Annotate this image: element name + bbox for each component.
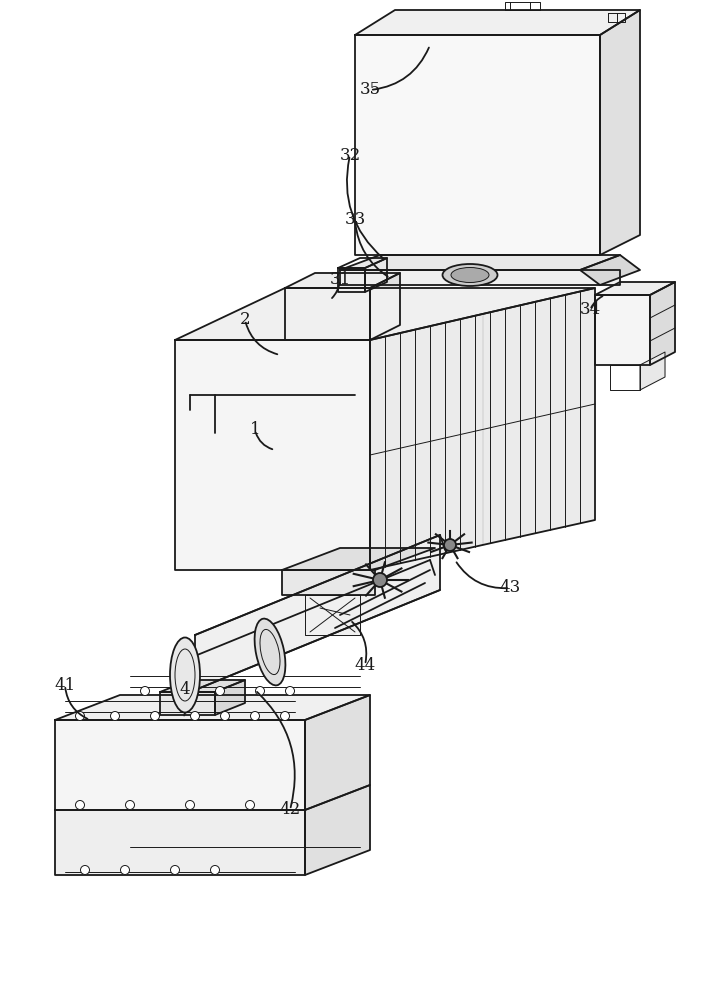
Text: 43: 43 — [499, 580, 520, 596]
Polygon shape — [215, 680, 245, 715]
Text: 44: 44 — [355, 656, 376, 674]
Polygon shape — [340, 255, 620, 270]
Polygon shape — [370, 273, 400, 340]
Circle shape — [176, 686, 185, 696]
Circle shape — [151, 712, 159, 720]
Polygon shape — [282, 570, 375, 595]
Circle shape — [210, 865, 219, 874]
Polygon shape — [160, 692, 215, 715]
Circle shape — [81, 865, 89, 874]
Circle shape — [140, 686, 149, 696]
Polygon shape — [305, 595, 360, 635]
Circle shape — [373, 573, 387, 587]
Polygon shape — [175, 340, 370, 570]
Circle shape — [120, 865, 130, 874]
Ellipse shape — [170, 638, 200, 712]
Circle shape — [246, 800, 254, 810]
Polygon shape — [285, 288, 370, 340]
Circle shape — [256, 686, 265, 696]
Text: 1: 1 — [250, 422, 261, 438]
Polygon shape — [285, 273, 400, 288]
Circle shape — [280, 712, 290, 720]
Text: 42: 42 — [280, 802, 301, 818]
Circle shape — [190, 712, 200, 720]
Polygon shape — [55, 720, 305, 810]
Circle shape — [76, 712, 84, 720]
Polygon shape — [195, 535, 440, 690]
Circle shape — [444, 539, 456, 551]
Text: 41: 41 — [55, 676, 76, 694]
Polygon shape — [55, 810, 305, 875]
Circle shape — [215, 686, 224, 696]
Polygon shape — [580, 255, 640, 285]
Text: 35: 35 — [360, 82, 381, 99]
Polygon shape — [595, 282, 675, 295]
Circle shape — [251, 712, 260, 720]
Polygon shape — [55, 695, 370, 720]
Text: 2: 2 — [240, 312, 251, 328]
Polygon shape — [365, 258, 387, 292]
Polygon shape — [175, 288, 595, 340]
Text: 31: 31 — [329, 271, 350, 288]
Polygon shape — [282, 548, 435, 570]
Polygon shape — [640, 352, 665, 390]
Circle shape — [185, 800, 195, 810]
Polygon shape — [305, 785, 370, 875]
Circle shape — [110, 712, 120, 720]
Text: 4: 4 — [180, 682, 190, 698]
Polygon shape — [355, 35, 600, 255]
Ellipse shape — [255, 619, 285, 685]
Circle shape — [76, 800, 84, 810]
Circle shape — [285, 686, 295, 696]
Polygon shape — [305, 695, 370, 810]
Ellipse shape — [451, 267, 489, 282]
Text: 33: 33 — [344, 212, 365, 229]
Polygon shape — [160, 680, 245, 692]
Circle shape — [171, 865, 180, 874]
Polygon shape — [600, 10, 640, 255]
Circle shape — [125, 800, 135, 810]
Polygon shape — [595, 295, 650, 365]
Circle shape — [220, 712, 229, 720]
Polygon shape — [370, 288, 595, 570]
Text: 34: 34 — [579, 302, 600, 318]
Ellipse shape — [442, 264, 498, 286]
Polygon shape — [340, 270, 620, 285]
Text: 32: 32 — [339, 146, 360, 163]
Polygon shape — [650, 282, 675, 365]
Polygon shape — [355, 10, 640, 35]
